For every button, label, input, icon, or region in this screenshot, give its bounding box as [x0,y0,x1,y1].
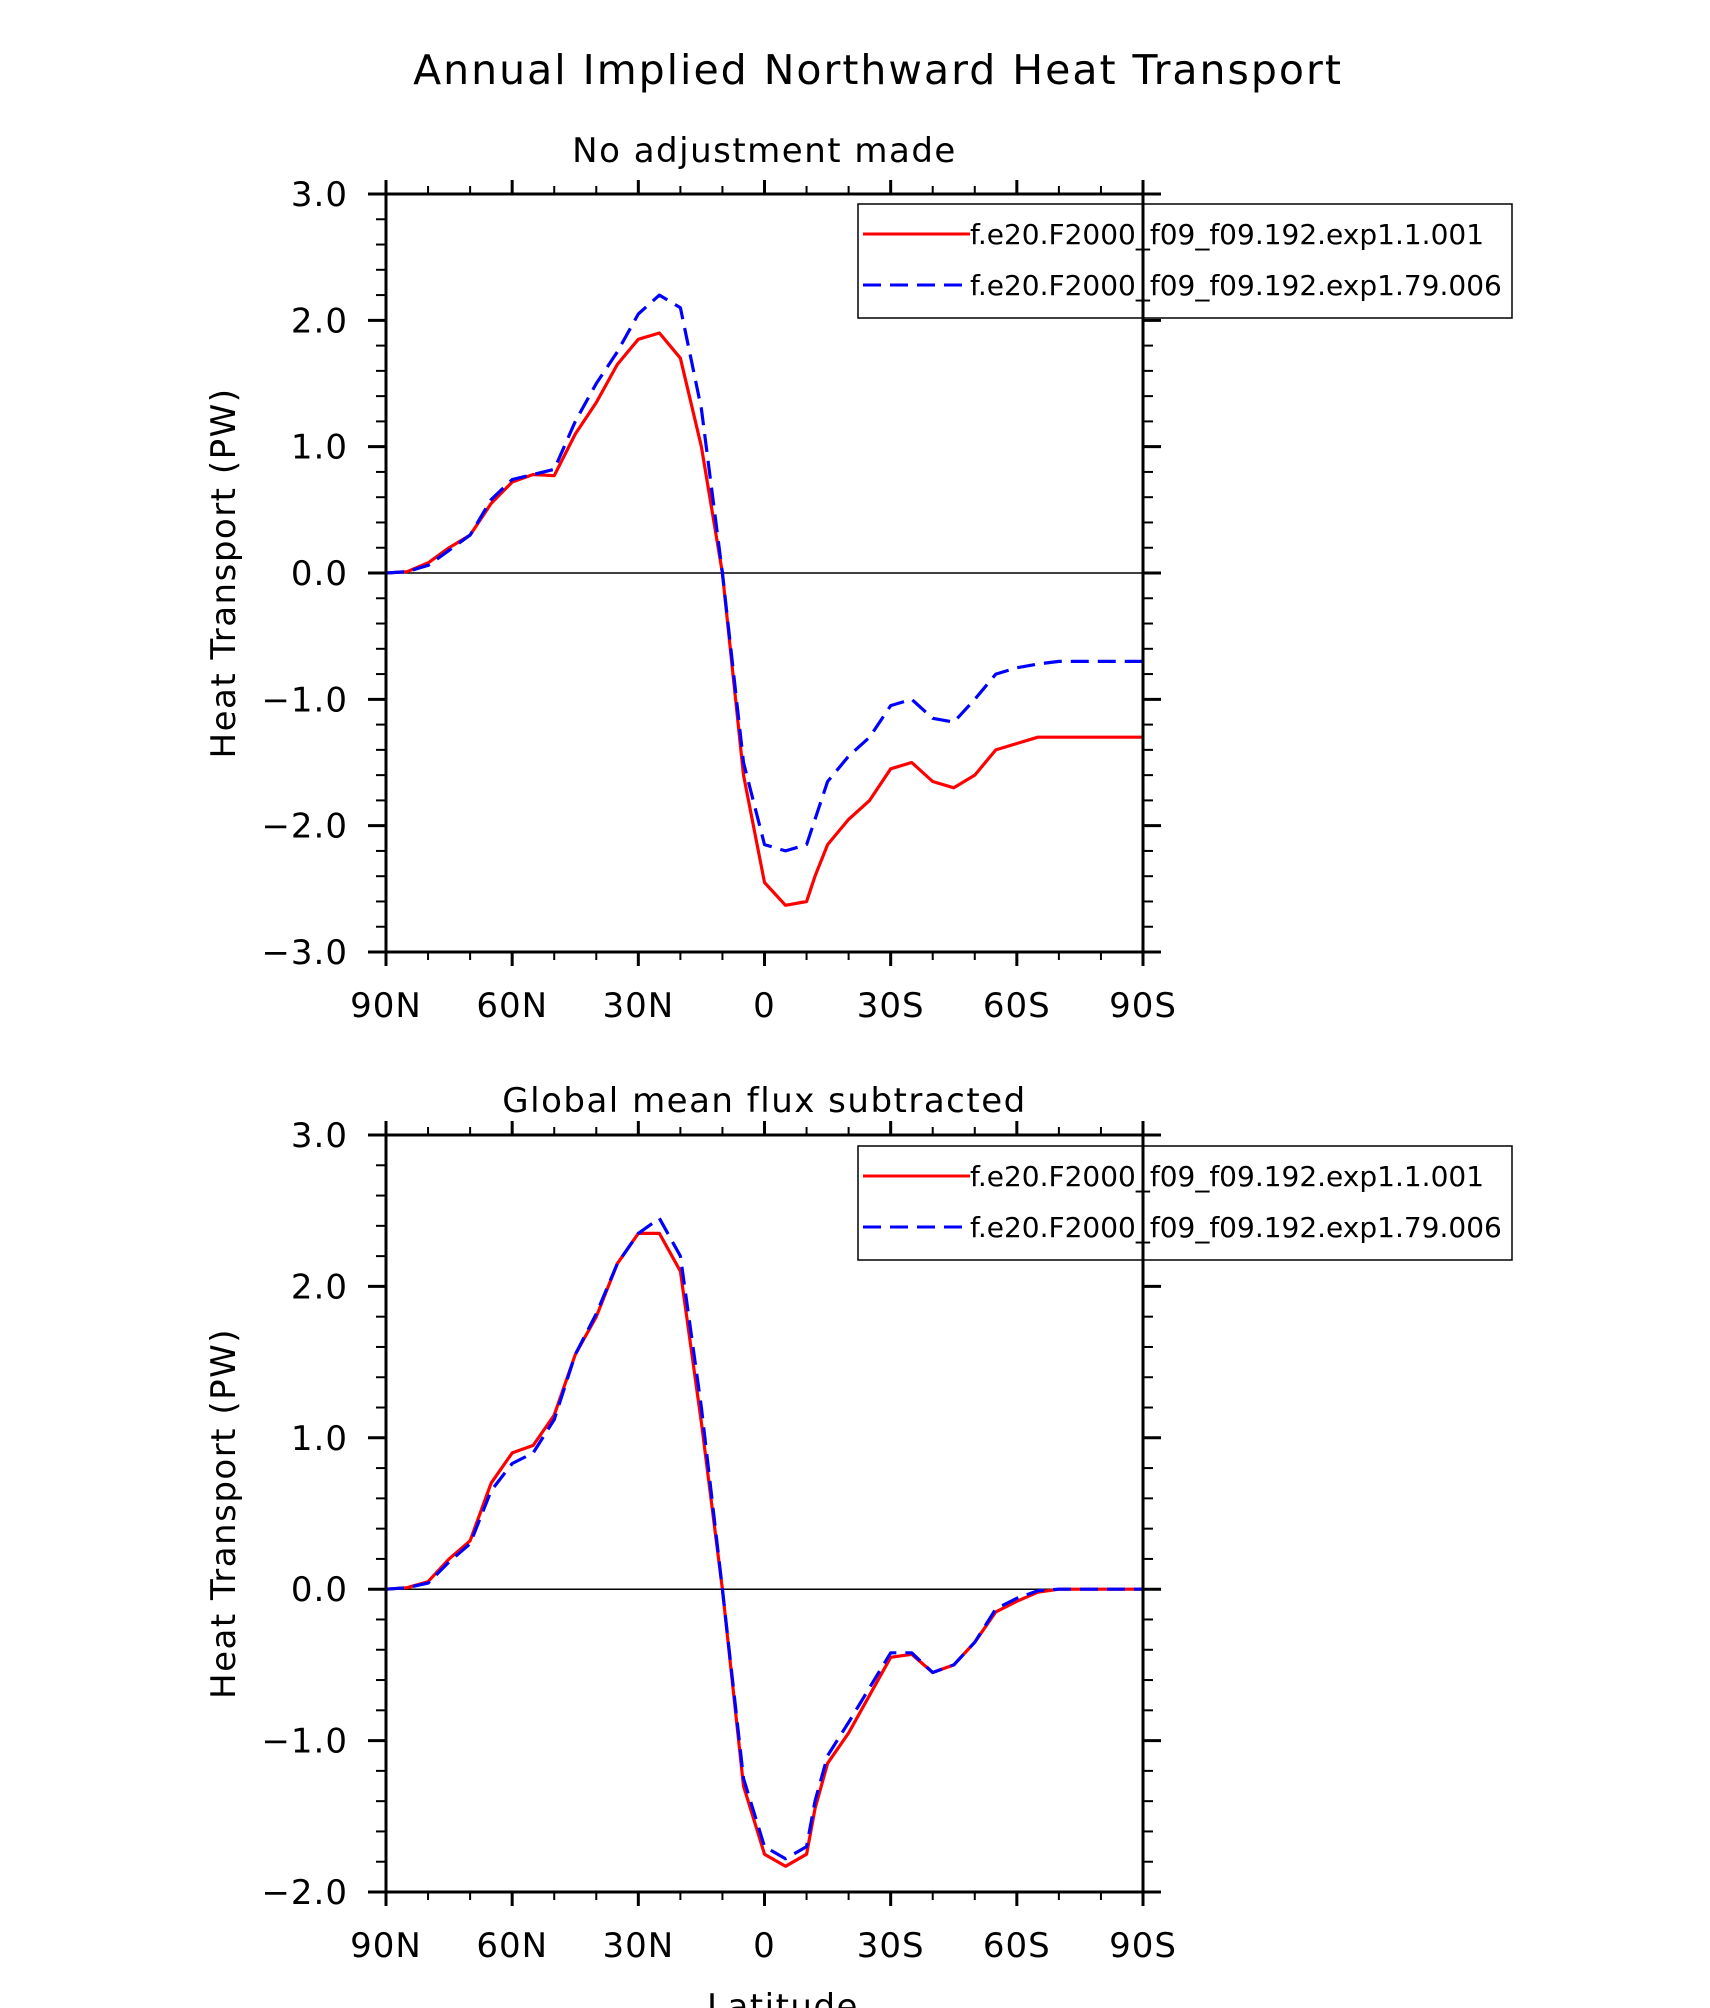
y-tick-label: −3.0 [261,933,348,973]
x-tick-label: 90S [1109,1926,1177,1966]
legend: f.e20.F2000_f09_f09.192.exp1.1.001 f.e20.… [857,203,1513,319]
x-tick-label: 60S [983,1926,1051,1966]
series-line-1 [385,1231,1143,1868]
series-line-2 [385,1216,1143,1861]
legend-label-1: f.e20.F2000_f09_f09.192.exp1.1.001 [970,218,1484,251]
y-tick-label: 0.0 [291,1570,348,1610]
panel-title: Global mean flux subtracted [502,1081,1026,1121]
legend-label-1: f.e20.F2000_f09_f09.192.exp1.1.001 [970,1160,1484,1193]
figure-title: Annual Implied Northward Heat Transport [413,46,1343,94]
x-tick-label: 60S [983,986,1051,1026]
legend-label-2: f.e20.F2000_f09_f09.192.exp1.79.006 [970,269,1502,302]
x-tick-label: 90S [1109,986,1177,1026]
series-line-2 [385,293,1143,853]
y-axis-label: Heat Transport (PW) [204,388,244,759]
x-tick-label: 90N [350,986,422,1026]
y-tick-label: −2.0 [261,807,348,847]
x-tick-label: 90N [350,1926,422,1966]
y-axis-label: Heat Transport (PW) [204,1328,244,1699]
x-tick-label: 30S [857,1926,925,1966]
x-tick-label: 0 [753,1926,776,1966]
x-tick-label: 30N [602,986,674,1026]
y-tick-label: 3.0 [291,1116,348,1156]
legend-label-2: f.e20.F2000_f09_f09.192.exp1.79.006 [970,1211,1502,1244]
y-tick-label: 2.0 [291,1267,348,1307]
legend-box [857,1145,1513,1261]
panel-global-mean-subtracted: Global mean flux subtracted Heat Transpor… [204,1081,1513,1966]
y-tick-label: 2.0 [291,301,348,341]
x-tick-label: 30S [857,986,925,1026]
legend-box [857,203,1513,319]
x-tick-label: 0 [753,986,776,1026]
y-tick-label: −2.0 [261,1873,348,1913]
y-tick-label: 0.0 [291,554,348,594]
x-tick-label: 30N [602,1926,674,1966]
y-tick-label: 1.0 [291,1419,348,1459]
x-axis-label: Latitude [707,1987,859,2008]
legend: f.e20.F2000_f09_f09.192.exp1.1.001 f.e20.… [857,1145,1513,1261]
y-tick-label: 1.0 [291,428,348,468]
x-tick-label: 60N [476,986,548,1026]
y-tick-label: 3.0 [291,175,348,215]
y-tick-label: −1.0 [261,1722,348,1762]
y-tick-label: −1.0 [261,680,348,720]
series-line-1 [385,331,1143,907]
x-tick-label: 60N [476,1926,548,1966]
panel-title: No adjustment made [572,131,957,171]
panel-no-adjustment: No adjustment made Heat Transport (PW) 90N… [204,131,1513,1026]
